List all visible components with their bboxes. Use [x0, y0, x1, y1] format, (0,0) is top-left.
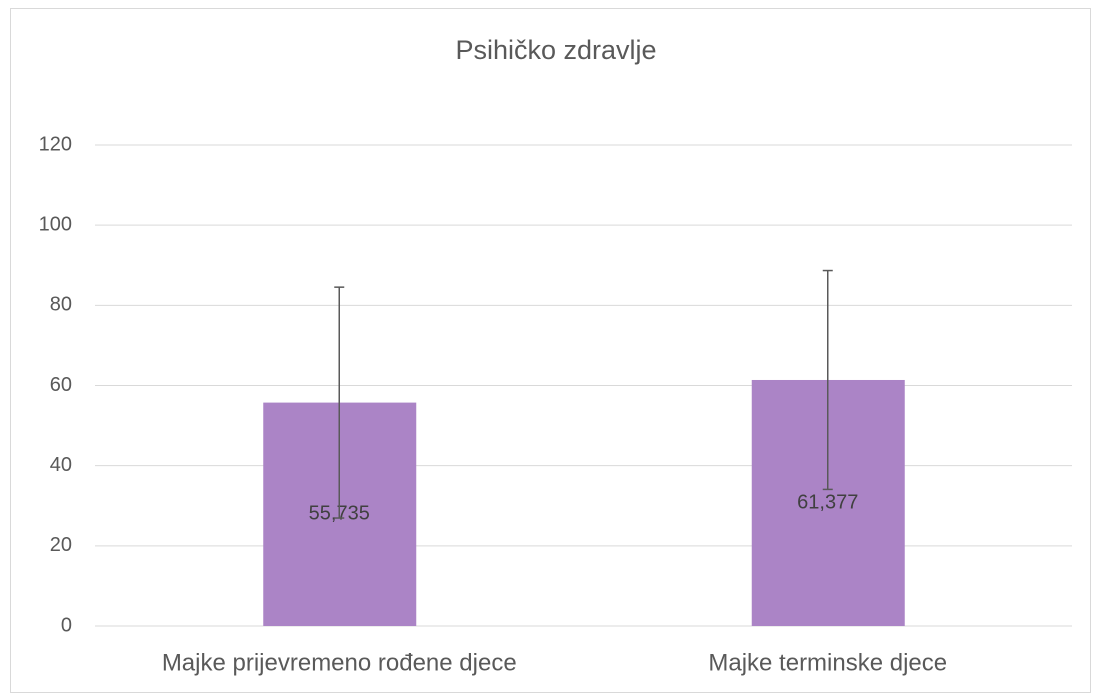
error-bar: [822, 269, 833, 491]
y-tick-label: 60: [50, 374, 72, 396]
y-tick-label: 20: [50, 534, 72, 556]
error-bar: [334, 286, 345, 519]
chart-title: Psihičko zdravlje: [455, 35, 656, 65]
value-label: 61,377: [797, 491, 858, 513]
y-tick-label: 80: [50, 294, 72, 316]
chart-border: [10, 8, 1091, 693]
x-tick-label: Majke terminske djece: [708, 649, 947, 676]
y-tick-label: 0: [61, 614, 72, 636]
y-tick-label: 100: [39, 213, 72, 235]
y-tick-label: 40: [50, 454, 72, 476]
y-tick-label: 120: [39, 133, 72, 155]
x-tick-label: Majke prijevremeno rođene djece: [162, 649, 517, 676]
